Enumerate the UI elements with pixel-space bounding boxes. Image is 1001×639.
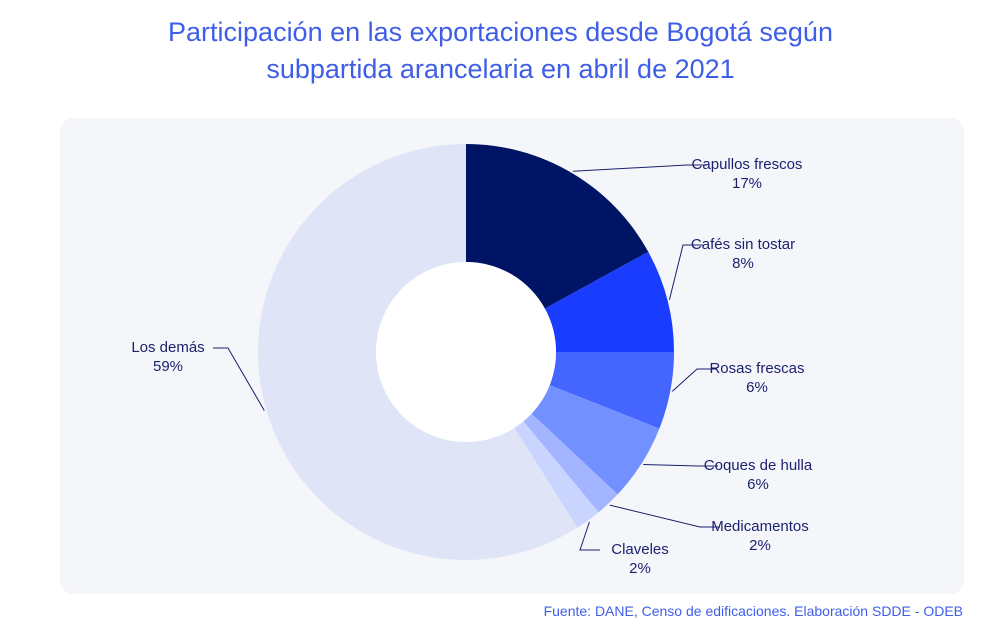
value-label-capullos-frescos: 17%: [732, 175, 762, 192]
value-label-claveles: 2%: [629, 560, 651, 577]
source-note: Fuente: DANE, Censo de edificaciones. El…: [543, 603, 963, 619]
slice-claveles: [514, 421, 599, 528]
leader-line-medicamentos: [609, 504, 720, 528]
chart-title: Participación en las exportaciones desde…: [0, 14, 1001, 88]
value-label-cafes-sin-tostar: 8%: [732, 255, 754, 272]
chart-title-line-2: subpartida arancelaria en abril de 2021: [266, 54, 735, 84]
slice-rosas-frescas: [549, 352, 674, 429]
value-label-coques-de-hulla: 6%: [747, 476, 769, 493]
chart-title-line-1: Participación en las exportaciones desde…: [168, 17, 833, 47]
slice-coques-de-hulla: [531, 385, 660, 495]
label-claveles: Claveles: [611, 541, 669, 558]
slice-medicamentos: [523, 413, 618, 513]
value-label-los-demas: 59%: [153, 358, 183, 375]
slice-capullos-frescos: [466, 144, 649, 309]
leader-line-capullos-frescos: [572, 164, 707, 172]
leader-line-los-demas: [213, 347, 265, 411]
label-capullos-frescos: Capullos frescos: [692, 156, 803, 173]
label-cafes-sin-tostar: Cafés sin tostar: [691, 236, 795, 253]
label-coques-de-hulla: Coques de hulla: [704, 457, 813, 474]
value-label-rosas-frescas: 6%: [746, 379, 768, 396]
donut-hole: [376, 262, 556, 442]
leader-line-claveles: [579, 521, 600, 551]
slice-los-demas: [257, 144, 578, 560]
value-label-medicamentos: 2%: [749, 537, 771, 554]
leader-line-cafes-sin-tostar: [668, 244, 703, 300]
slice-cafes-sin-tostar: [544, 251, 674, 352]
label-medicamentos: Medicamentos: [711, 518, 809, 535]
label-rosas-frescas: Rosas frescas: [709, 360, 804, 377]
leader-line-coques-de-hulla: [643, 464, 718, 467]
label-los-demas: Los demás: [131, 339, 204, 356]
leader-line-rosas-frescas: [671, 368, 717, 392]
